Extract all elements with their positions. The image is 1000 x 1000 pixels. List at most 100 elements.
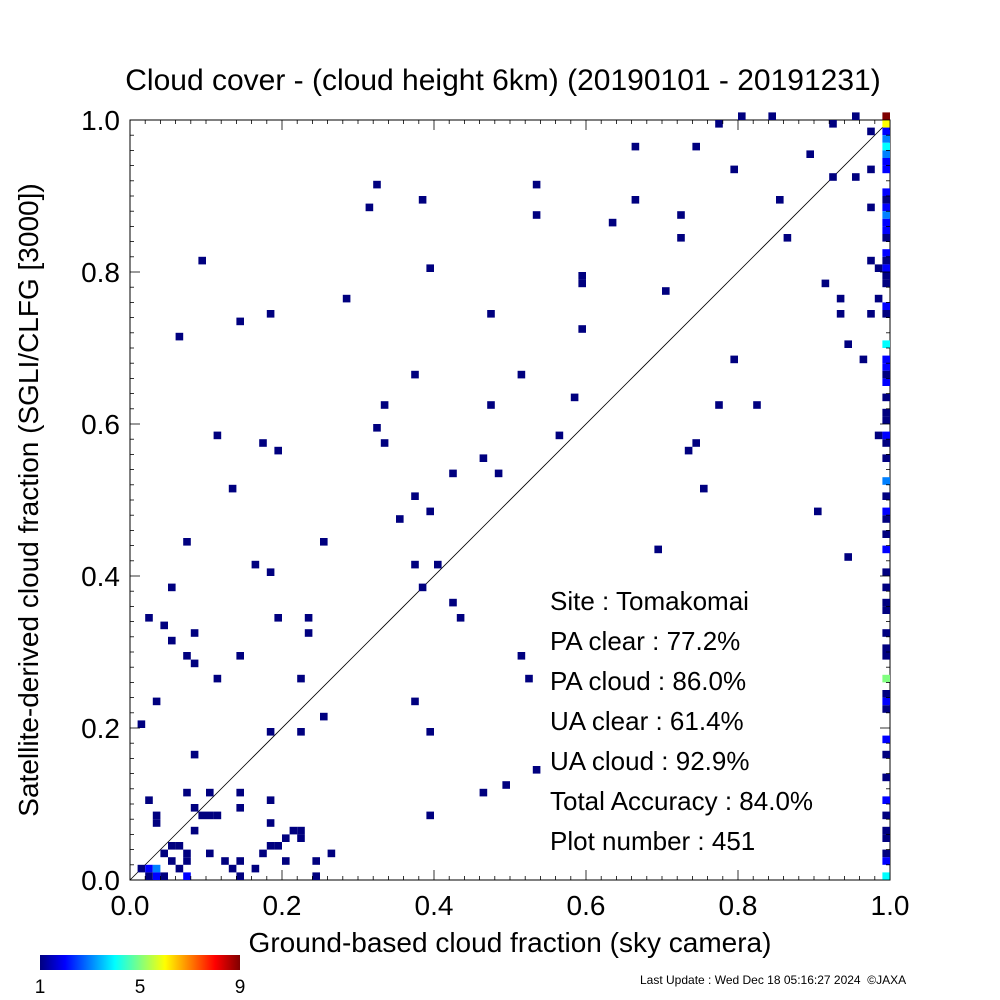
data-cell [236,804,244,812]
data-cell [730,165,738,174]
data-cell [190,750,199,759]
data-cell [882,218,890,227]
data-cell [677,211,685,219]
data-cell [502,781,510,789]
stat-line: UA clear : 61.4% [550,706,744,736]
data-cell [882,652,890,660]
chart-title: Cloud cover - (cloud height 6km) (201901… [125,64,880,97]
data-cell [882,188,890,196]
data-cell [494,469,503,478]
data-cell [236,872,244,880]
data-cell [715,120,723,128]
data-cell [168,857,176,865]
data-cell [145,872,153,880]
data-cell [882,477,890,485]
data-cell [631,196,640,204]
data-cell [183,652,191,660]
data-cell [882,196,890,204]
data-cell [380,439,389,447]
y-tick-label: 1.0 [81,105,120,136]
data-cell [882,598,890,607]
data-cell [882,431,890,440]
data-cell [145,864,153,873]
data-cell [882,150,890,158]
data-cell [852,173,860,181]
data-cell [411,370,419,379]
data-cell [411,560,419,569]
data-cell [882,112,890,120]
y-tick-labels: 0.0 0.2 0.4 0.6 0.8 1.0 [81,105,120,896]
data-cell [882,583,890,592]
data-cell [251,864,260,873]
colorbar-tick-labels: 1 5 9 [35,977,246,998]
stat-line: UA cloud : 92.9% [550,746,749,776]
data-cell [882,234,890,242]
data-cell [236,857,244,865]
data-cell [844,340,852,348]
data-cell [684,446,693,455]
data-cell [206,849,214,858]
data-cell [882,750,890,759]
data-cell [418,583,427,592]
data-cell [882,203,890,212]
data-cell [289,826,298,835]
data-cell [882,211,890,219]
last-update-footer: Last Update : Wed Dec 18 05:16:27 2024 ©… [640,973,907,987]
colorbar-tick-label: 5 [135,977,146,998]
data-cell [882,697,890,706]
data-cell [874,264,883,272]
data-cell [426,728,434,736]
data-cell [251,560,260,569]
data-cell [882,735,890,744]
data-cell [297,674,305,683]
data-cell [160,872,168,880]
data-cell [882,690,890,698]
x-tick-label: 0.4 [415,890,454,921]
data-cell [259,849,267,858]
data-cell [373,180,381,189]
colorbar-tick-label: 9 [235,977,246,998]
data-cell [882,826,890,835]
data-cell [183,538,191,546]
data-cell [137,720,146,728]
data-cell [168,636,176,645]
data-cell [487,310,495,318]
data-cell [882,644,890,652]
data-cell [487,401,495,409]
data-cell [274,842,282,850]
colorbar-gradient [40,955,240,970]
y-tick-label: 0.4 [81,561,120,592]
data-cell [418,196,427,204]
data-cell [882,515,890,523]
data-cell [297,728,305,736]
data-cell [137,864,146,873]
data-cell [859,355,868,364]
data-cell [266,819,275,827]
data-cell [882,142,890,151]
data-cell [867,256,875,265]
data-cell [183,857,191,865]
data-cell [692,142,700,151]
data-cell [882,256,890,265]
data-cell [266,310,275,318]
data-cell [692,439,700,447]
data-cell [411,697,419,706]
data-cell [266,842,275,850]
data-cell [882,310,890,318]
data-cell [882,545,890,554]
y-tick-label: 0.8 [81,257,120,288]
data-cell [867,310,875,318]
data-cell [867,127,875,136]
x-tick-labels: 0.0 0.2 0.4 0.6 0.8 1.0 [111,890,910,921]
data-cell [836,310,845,318]
stat-line: Total Accuracy : 84.0% [550,786,813,816]
data-cell [145,796,153,804]
y-axis-label: Satellite-derived cloud fraction (SGLI/C… [13,183,44,816]
data-cell [874,431,883,440]
stat-line: PA clear : 77.2% [550,626,740,656]
axis-ticks [129,119,891,881]
data-cell [282,857,290,865]
data-cell [266,568,275,576]
data-cell [882,629,890,637]
